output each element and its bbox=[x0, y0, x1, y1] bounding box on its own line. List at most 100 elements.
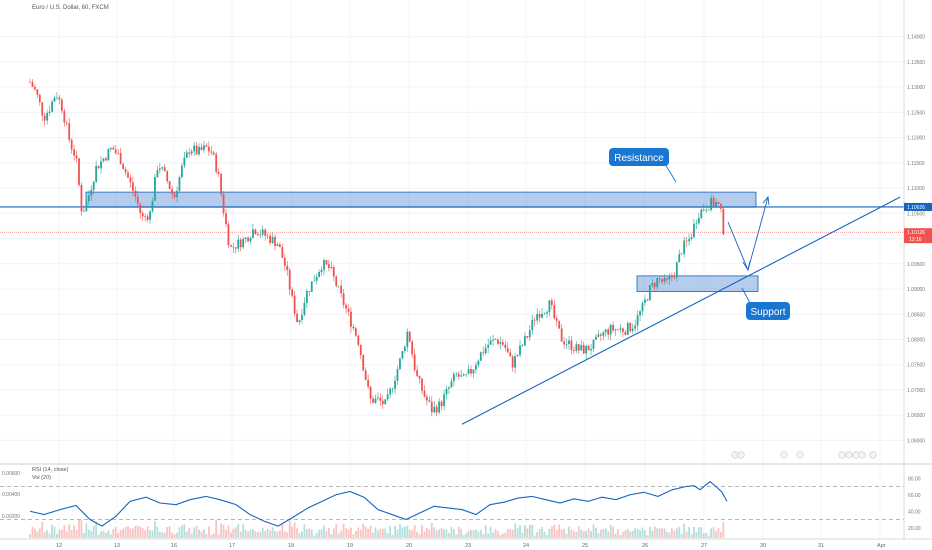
time-axis[interactable]: 12 13 16 17 18 19 20 23 24 25 26 27 30 31 Apr bbox=[0, 538, 932, 549]
volume-bar bbox=[401, 527, 404, 538]
candle-body bbox=[107, 149, 110, 161]
candle-body bbox=[440, 401, 443, 407]
volume-bar bbox=[421, 524, 423, 538]
candle-body bbox=[119, 153, 122, 165]
volume-bar bbox=[435, 530, 438, 538]
price-pane[interactable]: Resistance Support Euro / U.S. Dollar, 6… bbox=[0, 0, 904, 538]
volume-bar bbox=[423, 531, 426, 538]
candle-body bbox=[181, 165, 183, 178]
volume-bar bbox=[119, 529, 122, 538]
candle-body bbox=[693, 223, 695, 238]
candle-body bbox=[274, 237, 276, 247]
candle-body bbox=[673, 277, 676, 278]
volume-bar bbox=[680, 533, 683, 538]
volume-bar bbox=[90, 531, 93, 538]
rsi-tick-label: 20.00 bbox=[908, 526, 921, 532]
volume-bar bbox=[41, 521, 44, 538]
candle-body bbox=[403, 346, 406, 352]
candle-body bbox=[413, 354, 416, 371]
ascending-trendline[interactable] bbox=[461, 196, 901, 425]
candle-body bbox=[190, 151, 193, 154]
candle-body bbox=[60, 99, 63, 111]
candle-body bbox=[695, 223, 698, 224]
candle-body bbox=[183, 157, 186, 166]
candle-body bbox=[166, 171, 169, 182]
candle-body bbox=[330, 267, 333, 269]
volume-bar bbox=[644, 530, 646, 538]
candle-body bbox=[92, 181, 95, 191]
candle-body bbox=[171, 189, 173, 194]
price-tick-label: 1.10500 bbox=[907, 211, 925, 217]
candle-body bbox=[310, 281, 313, 292]
resistance-zone[interactable] bbox=[85, 191, 757, 208]
candle-body bbox=[102, 158, 105, 162]
candle-body bbox=[288, 269, 291, 290]
candle-body bbox=[678, 254, 681, 263]
volume-bar bbox=[607, 531, 610, 538]
volume-bar bbox=[482, 534, 485, 538]
volume-bar bbox=[107, 530, 110, 538]
volume-bar bbox=[477, 531, 480, 538]
volume-bar bbox=[499, 535, 502, 538]
volume-bar bbox=[149, 530, 151, 538]
candle-body bbox=[200, 146, 203, 150]
bar-countdown: 13:16 bbox=[909, 237, 922, 243]
volume-bar bbox=[117, 533, 120, 538]
volume-bar bbox=[60, 529, 63, 538]
candle-body bbox=[685, 240, 688, 242]
volume-bars bbox=[29, 520, 725, 538]
volume-bar bbox=[146, 526, 149, 538]
chart-title: Euro / U.S. Dollar, 60, FXCM bbox=[32, 5, 109, 11]
candle-body bbox=[279, 244, 281, 248]
volume-bar bbox=[75, 529, 78, 538]
candle-body bbox=[53, 97, 56, 102]
volume-bar bbox=[352, 534, 355, 538]
candle-body bbox=[185, 152, 188, 158]
volume-bar bbox=[345, 528, 347, 538]
candle-body bbox=[29, 82, 31, 83]
candle-body bbox=[538, 313, 541, 318]
volume-bar bbox=[100, 531, 102, 538]
volume-bar bbox=[509, 529, 512, 538]
volume-bar bbox=[222, 524, 225, 538]
volume-title: Vol (20) bbox=[32, 475, 51, 481]
resistance-callout[interactable]: Resistance bbox=[609, 148, 677, 183]
volume-bar bbox=[38, 528, 41, 538]
support-callout[interactable]: Support bbox=[741, 287, 790, 320]
volume-bar bbox=[472, 530, 475, 538]
volume-bar bbox=[156, 526, 159, 538]
volume-bar bbox=[296, 528, 298, 538]
volume-bar bbox=[328, 527, 330, 538]
candle-body bbox=[364, 370, 367, 381]
candle-body bbox=[244, 237, 247, 239]
candle-body bbox=[97, 165, 100, 169]
volume-bar bbox=[95, 521, 98, 538]
volume-bar bbox=[685, 531, 688, 538]
volume-bar bbox=[139, 526, 142, 538]
volume-bar bbox=[702, 533, 705, 538]
volume-bar bbox=[683, 523, 686, 538]
candle-body bbox=[688, 239, 690, 242]
candle-body bbox=[374, 398, 377, 403]
volume-bar bbox=[193, 527, 196, 538]
candle-body bbox=[203, 145, 205, 150]
volume-bar bbox=[391, 534, 394, 538]
price-axis[interactable]: 1.14000 1.13500 1.13000 1.12500 1.12000 1.115… bbox=[903, 0, 932, 540]
candle-body bbox=[418, 375, 421, 379]
volume-bar bbox=[256, 532, 259, 538]
candle-body bbox=[38, 94, 41, 103]
candle-body bbox=[661, 279, 663, 282]
volume-bar bbox=[53, 526, 56, 538]
volume-bar bbox=[83, 532, 85, 538]
volume-bar bbox=[359, 529, 362, 538]
candle-body bbox=[359, 344, 362, 356]
volume-bar bbox=[70, 530, 73, 538]
volume-bar bbox=[335, 523, 338, 538]
rsi-pane[interactable]: RSI (14, close) Vol (20) 0.006000.004000… bbox=[0, 463, 932, 538]
candle-body bbox=[499, 342, 502, 344]
volume-bar bbox=[274, 530, 276, 538]
time-tick-label: 19 bbox=[347, 543, 353, 549]
volume-bar bbox=[438, 529, 441, 538]
candle-body bbox=[75, 155, 78, 159]
